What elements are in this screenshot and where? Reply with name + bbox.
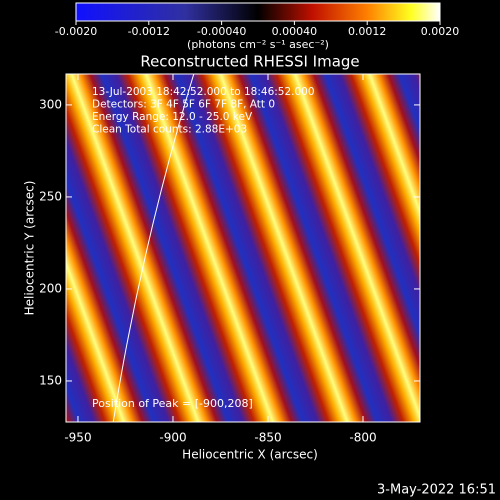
y-tick-label: 200	[39, 281, 62, 295]
image	[66, 74, 420, 422]
colorbar-tick-label: 0.0012	[348, 25, 387, 38]
y-tick-label: 300	[39, 97, 62, 111]
colorbar-tick-label: 0.00040	[272, 25, 318, 38]
x-tick-label: -900	[159, 431, 186, 445]
annotation: Clean Total counts: 2.88E+03	[92, 124, 247, 136]
y-axis-label: Heliocentric Y (arcsec)	[23, 181, 37, 316]
colorbar-tick-label: -0.0020	[55, 25, 97, 38]
y-tick-label: 250	[39, 189, 62, 203]
y-tick-label: 150	[39, 373, 62, 387]
colorbar-tick-label: -0.0012	[128, 25, 170, 38]
colorbar-tick-label: -0.00040	[197, 25, 246, 38]
x-tick-label: -950	[64, 431, 91, 445]
x-tick-label: -800	[349, 431, 376, 445]
peak-note: Position of Peak = [-900,208]	[92, 397, 253, 410]
chart-title: Reconstructed RHESSI Image	[140, 53, 359, 71]
annotation: Detectors: 3F 4F 5F 6F 7F 8F, Att 0	[92, 99, 275, 111]
x-axis-label: Heliocentric X (arcsec)	[182, 448, 318, 462]
annotation: 13-Jul-2003 18:42:52.000 to 18:46:52.000	[92, 86, 315, 98]
annotation: Energy Range: 12.0 - 25.0 keV	[92, 111, 253, 123]
image-raster	[66, 74, 420, 422]
footer: 3-May-2022 16:51	[377, 483, 496, 498]
plot-frame	[65, 73, 421, 423]
limb	[112, 74, 195, 422]
colorbar	[75, 2, 441, 22]
x-tick-label: -850	[254, 431, 281, 445]
colorbar-tick-label: 0.0020	[421, 25, 460, 38]
colorbar-label: (photons cm⁻² s⁻¹ asec⁻²)	[187, 38, 329, 51]
